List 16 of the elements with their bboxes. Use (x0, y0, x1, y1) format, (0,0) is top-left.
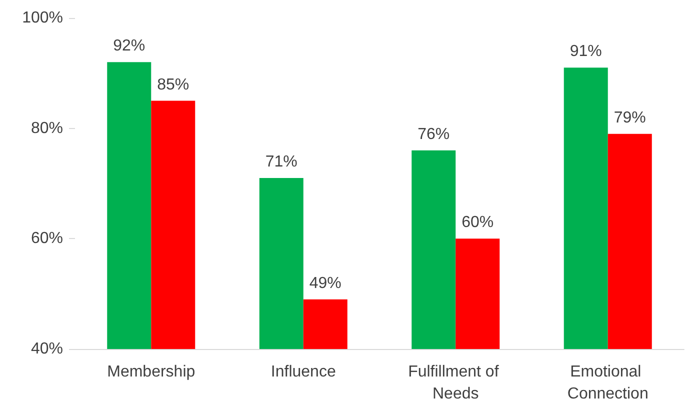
x-tick-label: Emotional Connection (567, 364, 648, 402)
x-tick-label: Membership (107, 364, 196, 380)
x-tick-label: Fulfillment of Needs (408, 364, 504, 402)
data-label: 79% (614, 109, 646, 126)
x-tick-label: Influence (270, 364, 336, 380)
y-tick-label: 80% (30, 120, 63, 137)
data-label: 85% (157, 76, 190, 94)
y-tick-label: 100% (22, 10, 63, 26)
data-label: 91% (570, 43, 602, 60)
data-label: 60% (462, 214, 494, 232)
y-tick-label: 60% (30, 230, 63, 248)
data-label: 92% (113, 38, 146, 55)
data-label: 71% (265, 153, 298, 170)
data-label: 49% (309, 274, 342, 292)
data-label: 76% (418, 126, 450, 143)
y-tick-label: 40% (30, 340, 63, 358)
